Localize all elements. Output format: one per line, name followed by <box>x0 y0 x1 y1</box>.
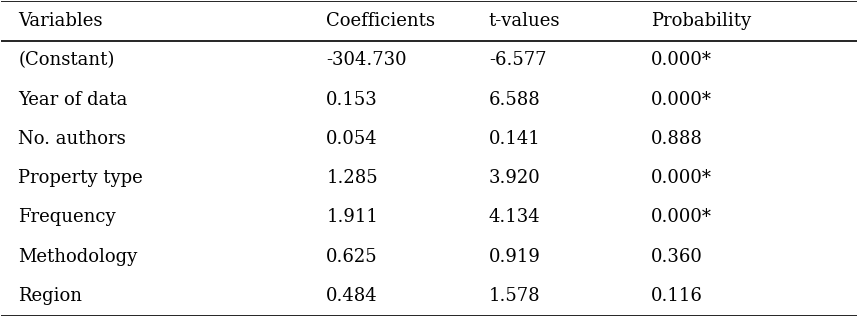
Text: 0.000*: 0.000* <box>651 91 712 109</box>
Text: -6.577: -6.577 <box>489 51 547 69</box>
Text: No. authors: No. authors <box>19 130 126 148</box>
Text: 0.360: 0.360 <box>651 248 704 266</box>
Text: 0.888: 0.888 <box>651 130 704 148</box>
Text: Property type: Property type <box>19 169 143 187</box>
Text: 1.911: 1.911 <box>326 208 378 226</box>
Text: t-values: t-values <box>489 12 560 30</box>
Text: 0.141: 0.141 <box>489 130 541 148</box>
Text: 0.153: 0.153 <box>326 91 378 109</box>
Text: 0.484: 0.484 <box>326 287 378 305</box>
Text: Probability: Probability <box>651 12 752 30</box>
Text: Variables: Variables <box>19 12 103 30</box>
Text: 6.588: 6.588 <box>489 91 541 109</box>
Text: 0.625: 0.625 <box>326 248 378 266</box>
Text: Methodology: Methodology <box>19 248 138 266</box>
Text: 0.054: 0.054 <box>326 130 378 148</box>
Text: 0.919: 0.919 <box>489 248 541 266</box>
Text: 0.116: 0.116 <box>651 287 704 305</box>
Text: 0.000*: 0.000* <box>651 208 712 226</box>
Text: Coefficients: Coefficients <box>326 12 435 30</box>
Text: Region: Region <box>19 287 82 305</box>
Text: 3.920: 3.920 <box>489 169 541 187</box>
Text: Frequency: Frequency <box>19 208 116 226</box>
Text: 1.578: 1.578 <box>489 287 541 305</box>
Text: 1.285: 1.285 <box>326 169 378 187</box>
Text: (Constant): (Constant) <box>19 51 115 69</box>
Text: 4.134: 4.134 <box>489 208 541 226</box>
Text: 0.000*: 0.000* <box>651 51 712 69</box>
Text: -304.730: -304.730 <box>326 51 407 69</box>
Text: 0.000*: 0.000* <box>651 169 712 187</box>
Text: Year of data: Year of data <box>19 91 128 109</box>
